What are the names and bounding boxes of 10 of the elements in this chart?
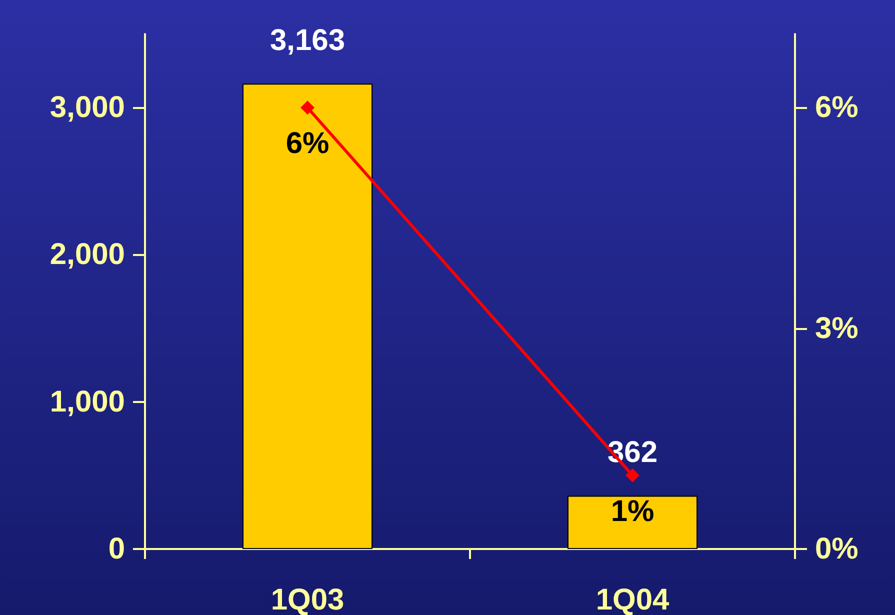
data-label: 3,163 — [270, 24, 346, 58]
data-label: 1% — [610, 494, 654, 528]
y2-tick-label: 6% — [815, 91, 858, 124]
y2-tick-label: 3% — [815, 312, 858, 345]
y-tick-label: 1,000 — [50, 385, 125, 418]
y-tick-label: 0 — [108, 532, 125, 566]
y2-tick-label: 0% — [815, 532, 858, 566]
data-label: 6% — [286, 127, 330, 160]
y-tick-label: 2,000 — [50, 238, 125, 272]
y-tick-label: 3,000 — [50, 91, 125, 124]
